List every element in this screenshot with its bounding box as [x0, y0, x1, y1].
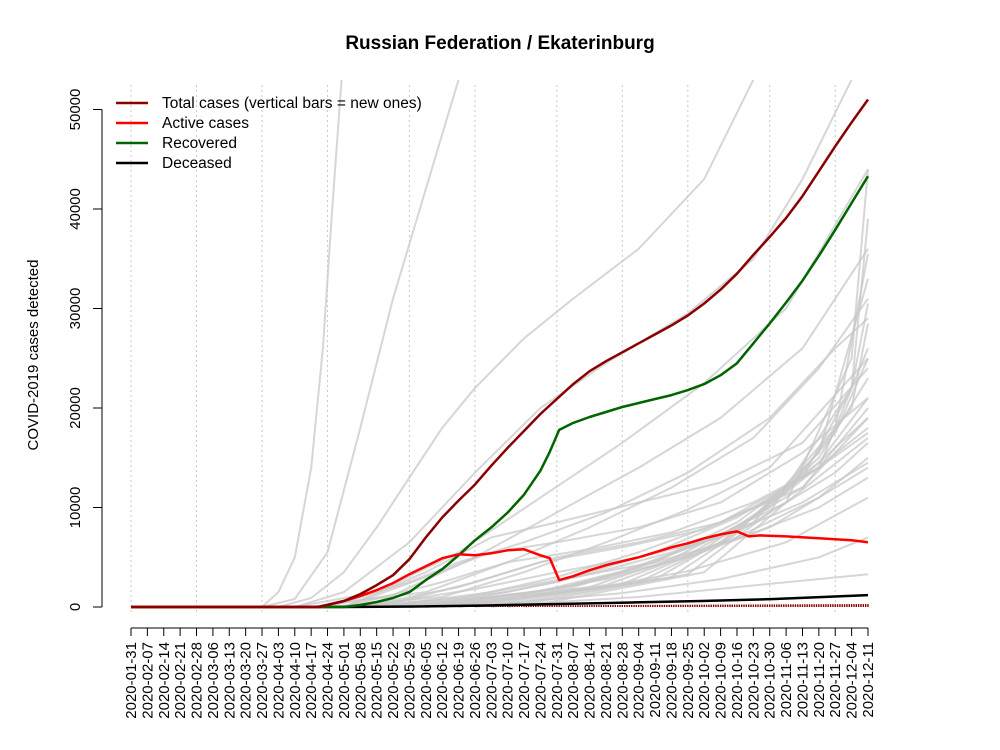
- x-tick-label: 2020-05-15: [369, 642, 386, 719]
- legend: Total cases (vertical bars = new ones) Ac…: [116, 95, 422, 172]
- background-series-line: [261, 80, 460, 608]
- legend-label: Total cases (vertical bars = new ones): [162, 95, 422, 112]
- background-series-line: [278, 80, 755, 608]
- x-tick-label: 2020-10-23: [745, 642, 762, 719]
- x-tick-label: 2020-07-17: [516, 642, 533, 719]
- x-tick-label: 2020-01-31: [123, 642, 140, 719]
- x-tick-label: 2020-09-18: [663, 642, 680, 719]
- x-tick-label: 2020-09-04: [631, 642, 648, 719]
- series-line-1: [131, 98, 870, 609]
- x-tick-label: 2020-10-30: [762, 642, 779, 719]
- legend-item: Deceased: [116, 155, 232, 172]
- x-tick-label: 2020-11-27: [827, 642, 844, 718]
- background-series-line: [409, 417, 869, 608]
- x-tick-label: 2020-05-08: [352, 642, 369, 719]
- x-tick-label: 2020-04-24: [320, 642, 337, 719]
- background-series-line: [311, 298, 869, 608]
- x-tick-label: 2020-03-27: [254, 642, 271, 719]
- x-tick-label: 2020-07-24: [532, 642, 549, 719]
- background-series-line: [425, 347, 869, 608]
- series-line-4: [131, 593, 869, 609]
- x-tick-label: 2020-08-28: [614, 642, 631, 719]
- y-tick-label: 50000: [67, 89, 84, 131]
- x-tick-label: 2020-10-09: [713, 642, 730, 719]
- x-tick-label: 2020-03-13: [221, 642, 238, 719]
- x-tick-label: 2020-02-14: [156, 642, 173, 719]
- background-series-line: [261, 80, 343, 608]
- main-series: [131, 98, 870, 609]
- x-tick-label: 2020-05-22: [385, 642, 402, 719]
- x-tick-label: 2020-10-16: [729, 642, 746, 719]
- legend-label: Recovered: [162, 135, 237, 152]
- x-tick-label: 2020-03-06: [205, 642, 222, 719]
- series-line-3: [131, 175, 870, 609]
- legend-item: Total cases (vertical bars = new ones): [116, 95, 422, 112]
- x-tick-label: 2020-03-20: [238, 642, 255, 719]
- x-axis: 2020-01-31 2020-02-07 2020-02-14 2020-02-21…: [123, 627, 877, 719]
- new-cases-bars: [343, 604, 869, 607]
- legend-item: Recovered: [116, 135, 237, 152]
- background-series-line: [409, 397, 869, 608]
- legend-label: Active cases: [162, 115, 249, 132]
- background-series-line: [507, 218, 869, 608]
- x-tick-label: 2020-04-03: [270, 642, 287, 719]
- y-axis-label: COVID-2019 cases detected: [25, 260, 42, 451]
- x-tick-label: 2020-09-25: [680, 642, 697, 719]
- x-tick-label: 2020-12-11: [860, 642, 877, 718]
- x-tick-label: 2020-02-07: [139, 642, 156, 719]
- x-tick-label: 2020-08-14: [582, 642, 599, 719]
- background-series-line: [343, 367, 869, 608]
- background-series-line: [327, 357, 869, 608]
- background-series-line: [311, 248, 869, 608]
- x-tick-label: 2020-07-03: [483, 642, 500, 719]
- x-tick-label: 2020-10-02: [696, 642, 713, 719]
- x-tick-label: 2020-07-31: [549, 642, 566, 719]
- legend-label: Deceased: [162, 155, 232, 172]
- x-tick-label: 2020-11-13: [794, 642, 811, 718]
- x-tick-label: 2020-06-12: [434, 642, 451, 719]
- y-tick-label: 40000: [67, 188, 84, 230]
- x-tick-label: 2020-02-21: [172, 642, 189, 719]
- x-tick-label: 2020-11-06: [778, 642, 795, 718]
- legend-item: Active cases: [116, 115, 249, 132]
- y-tick-label: 0: [67, 603, 84, 611]
- series-line-2: [131, 530, 869, 609]
- background-series-line: [327, 317, 869, 608]
- x-tick-label: 2020-06-26: [467, 642, 484, 719]
- y-axis: 0 10000 20000 30000 40000 50000: [67, 89, 103, 611]
- chart-title: Russian Federation / Ekaterinburg: [345, 33, 654, 54]
- background-series-line: [523, 169, 869, 608]
- x-tick-label: 2020-02-28: [189, 642, 206, 719]
- background-series: [261, 80, 869, 608]
- y-tick-label: 10000: [67, 487, 84, 529]
- x-tick-label: 2020-11-20: [811, 642, 828, 718]
- x-tick-label: 2020-08-07: [565, 642, 582, 719]
- x-tick-label: 2020-06-05: [418, 642, 435, 719]
- x-tick-label: 2020-06-19: [451, 642, 468, 719]
- background-series-line: [294, 168, 869, 608]
- background-series-line: [376, 407, 869, 608]
- x-tick-label: 2020-09-11: [647, 642, 664, 718]
- x-tick-label: 2020-07-10: [500, 642, 517, 719]
- x-tick-label: 2020-04-17: [303, 642, 320, 719]
- x-tick-label: 2020-04-10: [287, 642, 304, 719]
- x-tick-label: 2020-05-01: [336, 642, 353, 719]
- x-tick-label: 2020-08-21: [598, 642, 615, 719]
- y-tick-label: 30000: [67, 288, 84, 330]
- x-tick-label: 2020-05-29: [401, 642, 418, 719]
- x-tick-label: 2020-12-04: [844, 642, 861, 719]
- y-tick-label: 20000: [67, 387, 84, 429]
